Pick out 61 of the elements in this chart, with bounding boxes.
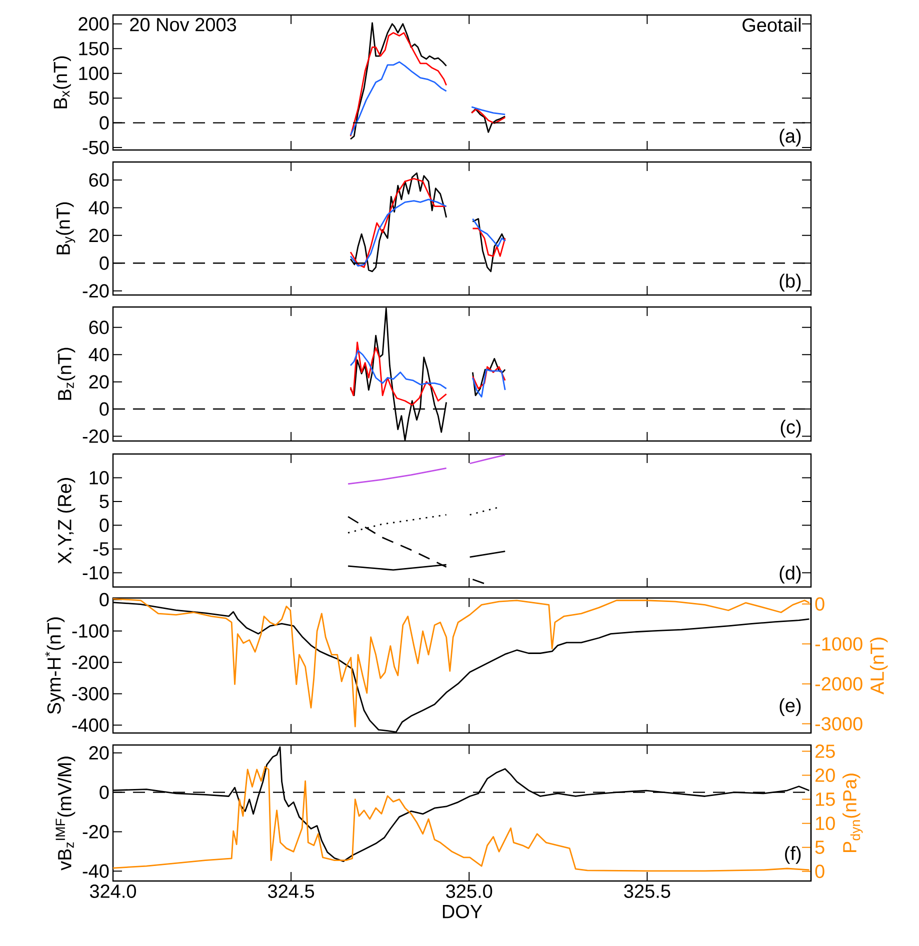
x-tick-label: 325.0: [446, 884, 492, 898]
annotation: (e): [780, 698, 801, 716]
y-axis-title: X,Y,Z (Re): [57, 478, 76, 564]
annotation: (c): [780, 420, 801, 438]
y-tick-label: 0: [100, 518, 109, 532]
annotation: Geotail: [742, 18, 801, 32]
y-tick-label: 0: [100, 116, 109, 130]
y-tick-label: 40: [88, 348, 109, 362]
y-tick-label: 0: [100, 786, 109, 800]
y-tick-label: 50: [89, 91, 109, 105]
annotation: (a): [780, 128, 801, 146]
y2-tick-label: 25: [815, 744, 835, 758]
y2-tick-label: 0: [815, 864, 824, 878]
y-tick-label: -20: [82, 430, 109, 443]
y-tick-label: -20: [82, 284, 109, 298]
y-tick-label: 0: [100, 256, 109, 270]
y-tick-label: 0: [100, 402, 109, 416]
y2-tick-label: -2000: [815, 677, 862, 691]
y-tick-label: 100: [79, 66, 109, 80]
y-tick-label: -100: [72, 624, 109, 638]
y-tick-label: 20: [89, 746, 109, 760]
y-tick-label: 150: [79, 42, 109, 56]
annotation: (d): [780, 566, 801, 584]
y2-tick-label: 5: [815, 840, 824, 854]
y2-axis-title: P$_{dyn}$(nPa): [842, 774, 863, 852]
x-tick-label: 325.5: [624, 884, 670, 898]
y-tick-label: -5: [93, 542, 109, 556]
y-axis-title: B$_{x}$(nT): [53, 56, 71, 108]
x-axis-title: DOY: [442, 904, 482, 918]
y-tick-label: 0: [100, 592, 109, 606]
y-axis-title: vB$_{z}$$^{IMF}$(mV/M): [56, 756, 76, 870]
y-tick-label: 60: [89, 320, 109, 334]
annotation: (b): [780, 274, 801, 292]
y-tick-label: -20: [82, 824, 109, 838]
x-tick-label: 324.0: [90, 884, 136, 898]
annotation: (f): [785, 846, 801, 864]
y-tick-label: 20: [89, 228, 109, 242]
chart-title: 20 Nov 2003: [130, 18, 236, 32]
y-tick-label: -400: [72, 718, 109, 732]
y-tick-label: 5: [100, 494, 109, 508]
y-axis-title: Sym-H$^{*}$(nT): [45, 617, 65, 714]
y-axis-title: B$_{y}$(nT): [56, 202, 76, 254]
y2-tick-label: -3000: [815, 717, 862, 731]
y-tick-label: -40: [82, 864, 109, 878]
y-tick-label: 40: [88, 200, 109, 214]
y-tick-label: -50: [82, 140, 109, 154]
y-tick-label: -10: [82, 566, 109, 580]
y-axis-title: B$_{z}$(nT): [57, 348, 76, 400]
y-tick-label: -200: [72, 656, 109, 670]
y2-axis-title: AL(nT): [870, 638, 888, 694]
y-tick-label: 60: [89, 173, 109, 187]
y-tick-label: 20: [89, 375, 109, 389]
y-tick-label: 200: [78, 17, 109, 31]
x-tick-label: 324.5: [268, 884, 314, 898]
y-tick-label: 10: [90, 471, 109, 484]
y-tick-label: -300: [72, 687, 109, 700]
y2-tick-label: 15: [816, 792, 835, 806]
y2-tick-label: -1000: [815, 637, 862, 651]
y2-tick-label: 20: [815, 768, 835, 782]
y2-tick-label: 10: [816, 816, 835, 830]
y2-tick-label: 0: [815, 597, 824, 611]
